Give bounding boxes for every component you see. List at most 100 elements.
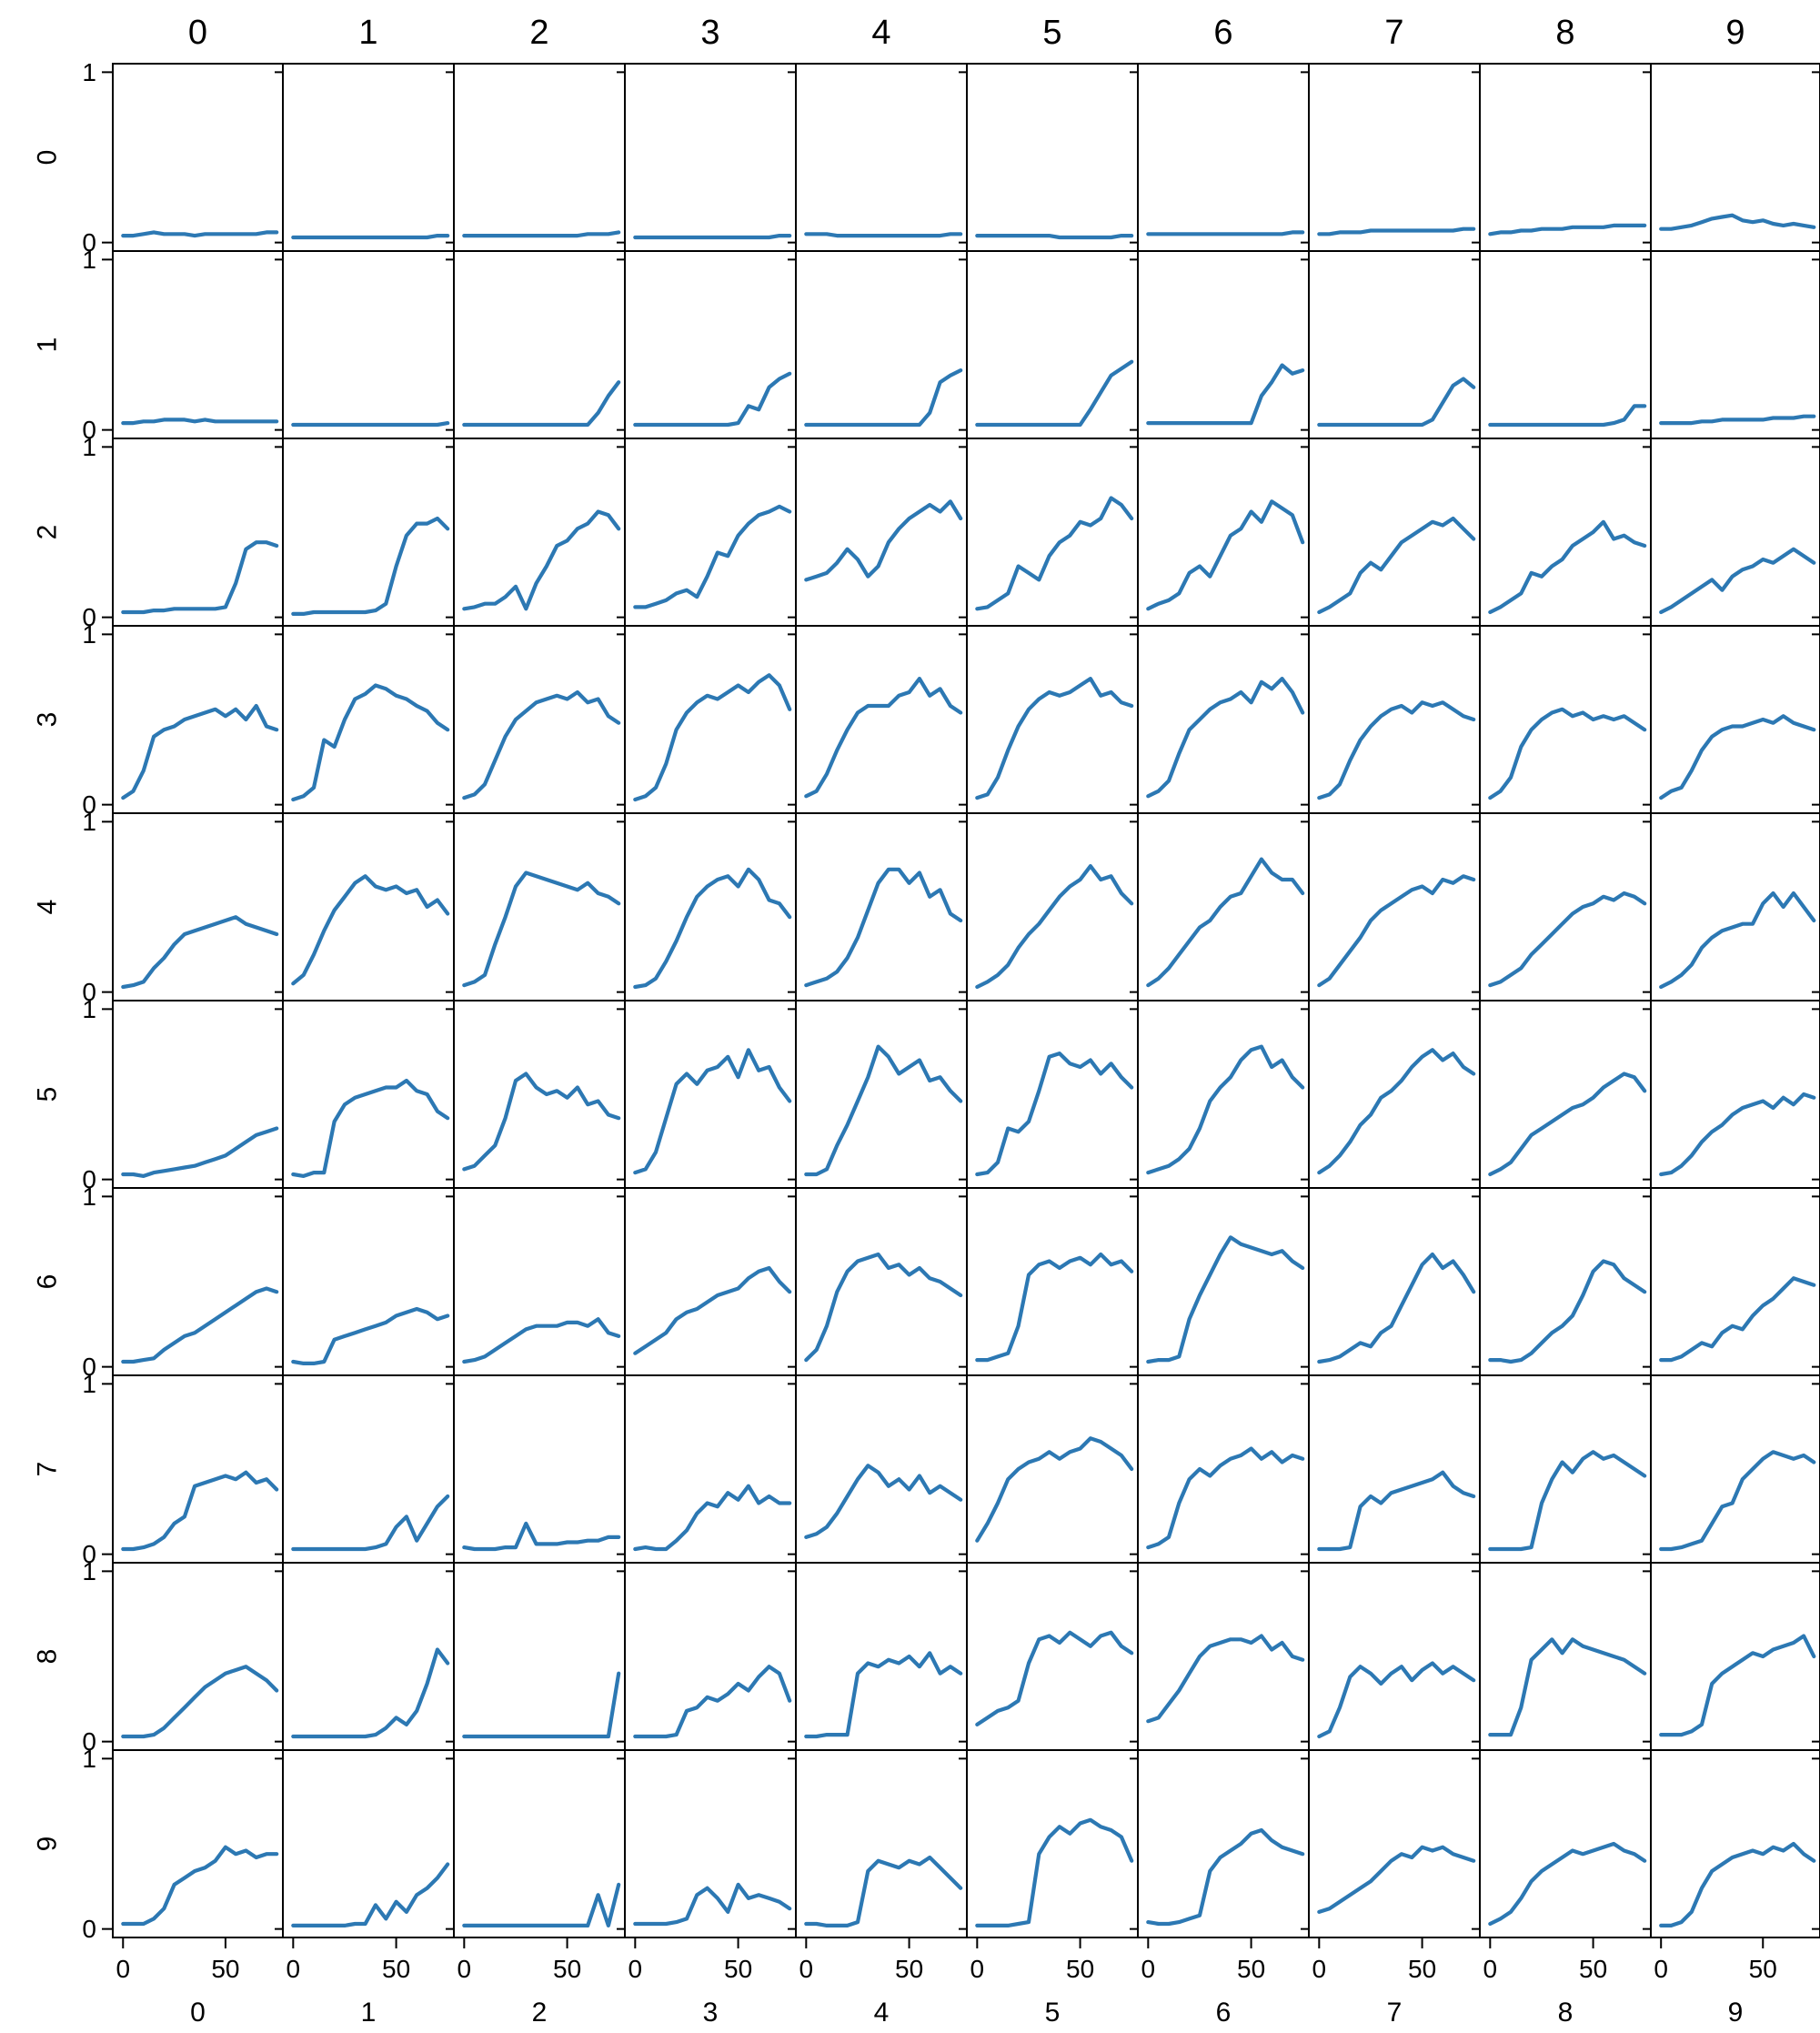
series-line-r4-c6 (1146, 857, 1305, 988)
panel-r3-c7 (1308, 625, 1481, 814)
series-line-r2-c1 (291, 516, 450, 617)
panel-r6-c7 (1308, 1187, 1481, 1376)
panel-frame (624, 812, 797, 1001)
bottom-label-5: 5 (1045, 1998, 1061, 2028)
series-line-r1-c1 (291, 421, 450, 428)
panel-frame (1308, 1749, 1481, 1938)
y-tick-label: 1 (82, 1557, 96, 1585)
panel-r8-c2 (453, 1562, 626, 1751)
panel-frame (624, 250, 797, 439)
panel-r5-c6 (1137, 1000, 1310, 1189)
series-line-r9-c2 (462, 1882, 621, 1927)
panel-frame (453, 1187, 626, 1376)
panel-r1-c3 (624, 250, 797, 439)
panel-r9-c6 (1137, 1749, 1310, 1938)
panel-r7-c8 (1479, 1374, 1652, 1564)
series-line-r1-c7 (1317, 377, 1476, 428)
panel-r3-c5 (966, 625, 1139, 814)
panel-r0-c3 (624, 63, 797, 252)
panel-frame (795, 250, 968, 439)
panel-r9-c4 (795, 1749, 968, 1938)
series-line-r7-c4 (804, 1464, 963, 1540)
panel-frame (1650, 812, 1820, 1001)
panel-r1-c4 (795, 250, 968, 439)
panel-r8-c0 (112, 1562, 284, 1751)
series-line-r4-c1 (291, 874, 450, 986)
column-headers: 0 1 2 3 4 5 6 7 8 9 (188, 14, 1745, 52)
series-line-r8-c6 (1146, 1634, 1305, 1724)
panel-r6-c0 (112, 1187, 284, 1376)
panel-frame (1479, 1749, 1652, 1938)
series-line-r1-c0 (121, 418, 279, 426)
series-line-r8-c8 (1488, 1637, 1647, 1737)
panel-r1-c6 (1137, 250, 1310, 439)
series-line-r2-c2 (462, 509, 621, 611)
panel-frame (795, 1000, 968, 1189)
panel-frame (1650, 625, 1820, 814)
panel-frame (1137, 1000, 1310, 1189)
panel-frame (1650, 1562, 1820, 1751)
panel-r4-c0 (112, 812, 284, 1001)
panel-r8-c9 (1650, 1562, 1820, 1751)
panel-r2-c1 (282, 438, 455, 627)
panel-frame (453, 438, 626, 627)
row-label-1: 1 (33, 337, 63, 353)
bottom-label-6: 6 (1216, 1998, 1232, 2028)
panel-frame (282, 1562, 455, 1751)
series-line-r3-c2 (462, 689, 621, 800)
panel-frame (282, 250, 455, 439)
panel-frame (795, 812, 968, 1001)
panel-r1-c5 (966, 250, 1139, 439)
series-line-r1-c3 (633, 371, 792, 428)
series-line-r3-c9 (1659, 714, 1816, 800)
panel-frame (1479, 1562, 1652, 1751)
panel-frame (1308, 250, 1481, 439)
panel-r2-c0 (112, 438, 284, 627)
series-line-r7-c2 (462, 1521, 621, 1552)
x-tick-label: 0 (1141, 1955, 1156, 1983)
panel-r9-c5 (966, 1749, 1139, 1938)
series-line-r9-c5 (975, 1817, 1134, 1927)
panel-r7-c5 (966, 1374, 1139, 1564)
panel-r7-c6 (1137, 1374, 1310, 1564)
panel-r1-c7 (1308, 250, 1481, 439)
series-line-r0-c6 (1146, 230, 1305, 237)
panel-r6-c3 (624, 1187, 797, 1376)
panel-r2-c7 (1308, 438, 1481, 627)
panel-frame (1137, 1187, 1310, 1376)
series-line-r9-c3 (633, 1882, 792, 1927)
panel-r3-c0 (112, 625, 284, 814)
panel-r9-c1 (282, 1749, 455, 1938)
series-line-r8-c1 (291, 1647, 450, 1739)
panel-r8-c7 (1308, 1562, 1481, 1751)
x-tick-label: 50 (1749, 1955, 1777, 1983)
series-line-r2-c4 (804, 499, 963, 582)
panel-r0-c7 (1308, 63, 1481, 252)
x-tick-label: 0 (1312, 1955, 1327, 1983)
series-line-r7-c6 (1146, 1446, 1305, 1550)
panel-r1-c0 (112, 250, 284, 439)
panel-frame (1308, 438, 1481, 627)
series-line-r6-c0 (121, 1286, 279, 1364)
panel-frame (624, 438, 797, 627)
y-tick-label: 0 (82, 1165, 96, 1193)
panel-r6-c2 (453, 1187, 626, 1376)
panel-r5-c3 (624, 1000, 797, 1189)
panel-frame (795, 1749, 968, 1938)
series-line-r0-c0 (121, 230, 279, 238)
series-line-r4-c4 (804, 867, 963, 988)
panel-frame (1650, 1187, 1820, 1376)
panel-frame (453, 63, 626, 252)
y-tick-label: 0 (82, 603, 96, 631)
y-tick-label: 1 (82, 1183, 96, 1211)
panel-frame (1479, 1000, 1652, 1189)
panel-r9-c9 (1650, 1749, 1820, 1938)
series-line-r8-c3 (633, 1665, 792, 1739)
panel-frame (1650, 1000, 1820, 1189)
series-line-r5-c8 (1488, 1072, 1647, 1177)
panel-frame (112, 812, 284, 1001)
panel-r0-c5 (966, 63, 1139, 252)
series-line-r4-c5 (975, 863, 1134, 990)
panel-grid (112, 63, 1820, 1938)
panel-frame (112, 63, 284, 252)
